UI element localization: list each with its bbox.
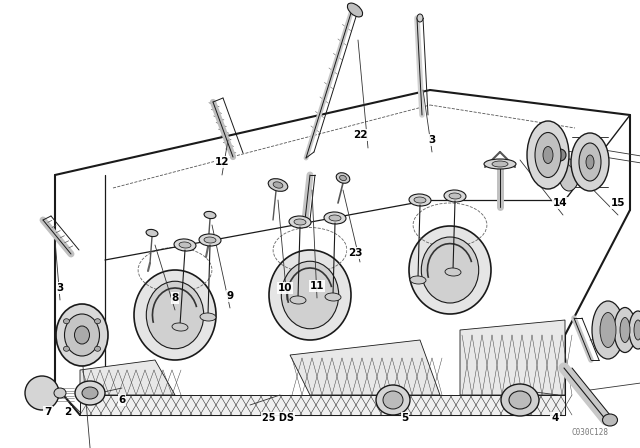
Ellipse shape xyxy=(421,237,479,303)
Ellipse shape xyxy=(348,3,363,17)
Ellipse shape xyxy=(289,216,311,228)
Ellipse shape xyxy=(95,319,100,324)
Ellipse shape xyxy=(414,197,426,203)
Ellipse shape xyxy=(571,133,609,191)
Polygon shape xyxy=(80,360,175,395)
Text: 8: 8 xyxy=(172,293,179,303)
Ellipse shape xyxy=(634,320,640,340)
Ellipse shape xyxy=(410,276,426,284)
Text: 14: 14 xyxy=(553,198,567,208)
Text: 3: 3 xyxy=(428,135,436,145)
Ellipse shape xyxy=(329,215,341,221)
Ellipse shape xyxy=(340,175,346,181)
Ellipse shape xyxy=(620,318,630,343)
Ellipse shape xyxy=(484,159,516,169)
Ellipse shape xyxy=(445,268,461,276)
Ellipse shape xyxy=(65,314,99,356)
Ellipse shape xyxy=(602,414,618,426)
Ellipse shape xyxy=(82,387,98,399)
Ellipse shape xyxy=(535,133,561,177)
Text: 22: 22 xyxy=(353,130,367,140)
Ellipse shape xyxy=(600,313,616,348)
Ellipse shape xyxy=(444,190,466,202)
Ellipse shape xyxy=(325,293,341,301)
Ellipse shape xyxy=(25,376,59,410)
Ellipse shape xyxy=(204,237,216,243)
Ellipse shape xyxy=(269,250,351,340)
Text: 15: 15 xyxy=(611,198,625,208)
Ellipse shape xyxy=(200,313,216,321)
Text: 9: 9 xyxy=(227,291,234,301)
Ellipse shape xyxy=(554,149,566,161)
Ellipse shape xyxy=(273,182,283,188)
Ellipse shape xyxy=(592,301,624,359)
Ellipse shape xyxy=(579,143,601,181)
Ellipse shape xyxy=(63,319,70,324)
Ellipse shape xyxy=(56,304,108,366)
Ellipse shape xyxy=(74,326,90,344)
Ellipse shape xyxy=(383,391,403,409)
Ellipse shape xyxy=(614,307,636,353)
Ellipse shape xyxy=(179,242,191,248)
Ellipse shape xyxy=(204,211,216,219)
Ellipse shape xyxy=(409,194,431,206)
Text: 25 DS: 25 DS xyxy=(262,413,294,423)
Ellipse shape xyxy=(268,179,288,191)
Text: C030C128: C030C128 xyxy=(572,427,609,436)
Ellipse shape xyxy=(324,212,346,224)
Text: 6: 6 xyxy=(118,395,125,405)
Ellipse shape xyxy=(629,311,640,349)
Ellipse shape xyxy=(336,173,350,183)
Polygon shape xyxy=(290,340,440,395)
Text: 11: 11 xyxy=(310,281,324,291)
Text: 23: 23 xyxy=(348,248,362,258)
Text: 5: 5 xyxy=(401,413,408,423)
Ellipse shape xyxy=(134,270,216,360)
Ellipse shape xyxy=(146,229,158,237)
Text: 4: 4 xyxy=(551,413,559,423)
Ellipse shape xyxy=(75,381,105,405)
Ellipse shape xyxy=(147,281,204,349)
Ellipse shape xyxy=(509,391,531,409)
Ellipse shape xyxy=(199,234,221,246)
Polygon shape xyxy=(80,395,565,415)
Text: 3: 3 xyxy=(56,283,63,293)
Ellipse shape xyxy=(54,388,66,398)
Ellipse shape xyxy=(294,219,306,225)
Ellipse shape xyxy=(492,161,508,167)
Ellipse shape xyxy=(417,14,423,22)
Ellipse shape xyxy=(543,146,553,164)
Ellipse shape xyxy=(63,346,70,351)
Ellipse shape xyxy=(559,159,579,191)
Polygon shape xyxy=(460,320,565,395)
Ellipse shape xyxy=(409,226,491,314)
Ellipse shape xyxy=(95,346,100,351)
Ellipse shape xyxy=(586,155,594,169)
Text: 2: 2 xyxy=(65,407,72,417)
Text: 7: 7 xyxy=(44,407,52,417)
Text: 10: 10 xyxy=(278,283,292,293)
Ellipse shape xyxy=(449,193,461,199)
Ellipse shape xyxy=(282,261,339,329)
Ellipse shape xyxy=(376,385,410,415)
Text: 12: 12 xyxy=(215,157,229,167)
Ellipse shape xyxy=(174,239,196,251)
Ellipse shape xyxy=(501,384,539,416)
Ellipse shape xyxy=(290,296,306,304)
Ellipse shape xyxy=(527,121,569,189)
Ellipse shape xyxy=(172,323,188,331)
